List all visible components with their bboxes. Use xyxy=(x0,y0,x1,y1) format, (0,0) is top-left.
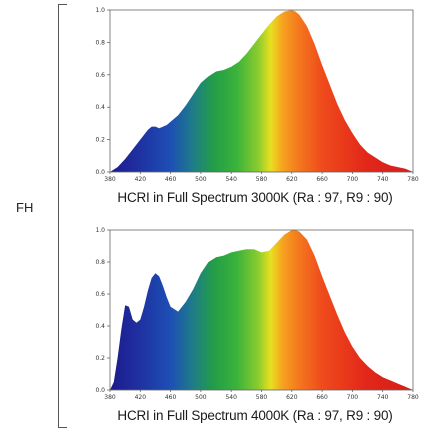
spectrum-plot-4000k: 0.0 0.2 0.4 0.6 0.8 1.0 380 420 460 500 540 580 620 6… xyxy=(95,227,419,401)
spectrum-plot-3000k: 0.0 0.2 0.4 0.6 0.8 1.0 380 420 460 500 540 580 620 6… xyxy=(95,7,419,183)
x-tick-label: 460 xyxy=(165,176,177,183)
chart-title-4000k: HCRI in Full Spectrum 4000K (Ra : 97, R9… xyxy=(117,408,393,423)
x-tick-label: 540 xyxy=(225,176,237,183)
y-tick-label: 0.4 xyxy=(95,104,105,111)
y-tick-label: 0.2 xyxy=(95,137,105,144)
bracket xyxy=(58,4,67,428)
y-tick-label: 0.8 xyxy=(95,39,105,46)
chart-4000k: 0.0 0.2 0.4 0.6 0.8 1.0 380 420 460 500 540 580 620 6… xyxy=(70,222,440,432)
x-tick-label: 660 xyxy=(316,394,328,401)
spectrum-area xyxy=(110,10,413,172)
chart-3000k: 0.0 0.2 0.4 0.6 0.8 1.0 380 420 460 500 540 580 620 6… xyxy=(70,2,440,214)
y-tick-label: 0.6 xyxy=(95,291,105,298)
x-tick-label: 380 xyxy=(104,394,116,401)
x-tick-label: 780 xyxy=(407,394,419,401)
y-tick-label: 1.0 xyxy=(95,227,105,234)
side-label: FH xyxy=(16,200,34,215)
x-tick-label: 420 xyxy=(135,394,147,401)
x-tick-label: 380 xyxy=(104,176,116,183)
x-tick-label: 700 xyxy=(347,394,359,401)
x-tick-label: 740 xyxy=(377,394,389,401)
x-tick-label: 620 xyxy=(286,176,298,183)
chart-title-3000k: HCRI in Full Spectrum 3000K (Ra : 97, R9… xyxy=(117,190,393,205)
y-tick-label: 1.0 xyxy=(95,7,105,14)
x-tick-label: 660 xyxy=(316,176,328,183)
y-tick-label: 0.8 xyxy=(95,259,105,266)
y-tick-label: 0.6 xyxy=(95,72,105,79)
x-tick-label: 580 xyxy=(256,176,268,183)
y-tick-label: 0.0 xyxy=(95,169,105,176)
spectrum-area xyxy=(110,230,413,390)
x-tick-label: 700 xyxy=(347,176,359,183)
x-tick-label: 540 xyxy=(225,394,237,401)
y-tick-label: 0.2 xyxy=(95,355,105,362)
x-tick-label: 740 xyxy=(377,176,389,183)
y-tick-label: 0.4 xyxy=(95,323,105,330)
x-tick-label: 780 xyxy=(407,176,419,183)
x-tick-label: 500 xyxy=(195,394,207,401)
x-tick-label: 420 xyxy=(135,176,147,183)
x-tick-label: 620 xyxy=(286,394,298,401)
x-tick-label: 500 xyxy=(195,176,207,183)
y-tick-label: 0.0 xyxy=(95,387,105,394)
x-tick-label: 580 xyxy=(256,394,268,401)
x-tick-label: 460 xyxy=(165,394,177,401)
